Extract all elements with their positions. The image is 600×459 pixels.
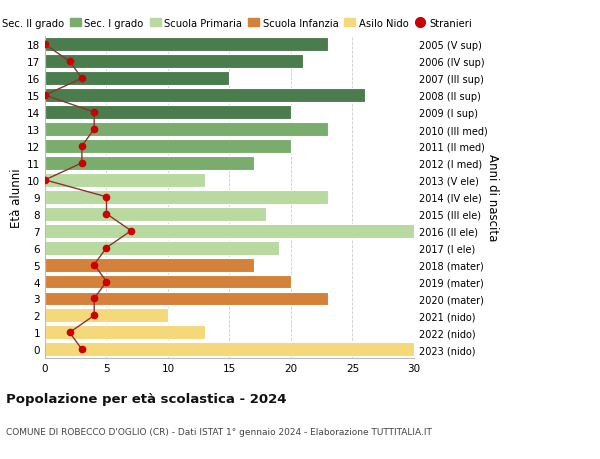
Text: Popolazione per età scolastica - 2024: Popolazione per età scolastica - 2024 <box>6 392 287 405</box>
Bar <box>45 106 291 120</box>
Bar <box>45 72 229 86</box>
Bar <box>45 224 414 238</box>
Bar <box>45 157 254 170</box>
Bar <box>45 258 254 272</box>
Bar <box>45 275 291 289</box>
Bar <box>45 326 205 340</box>
Legend: Sec. II grado, Sec. I grado, Scuola Primaria, Scuola Infanzia, Asilo Nido, Stran: Sec. II grado, Sec. I grado, Scuola Prim… <box>0 18 472 28</box>
Bar <box>45 207 266 221</box>
Bar <box>45 292 328 306</box>
Bar <box>45 55 303 69</box>
Bar <box>45 342 414 357</box>
Y-axis label: Età alunni: Età alunni <box>10 168 23 227</box>
Bar <box>45 309 168 323</box>
Text: COMUNE DI ROBECCO D'OGLIO (CR) - Dati ISTAT 1° gennaio 2024 - Elaborazione TUTTI: COMUNE DI ROBECCO D'OGLIO (CR) - Dati IS… <box>6 427 432 436</box>
Bar <box>45 241 278 255</box>
Bar <box>45 123 328 137</box>
Bar <box>45 38 328 52</box>
Y-axis label: Anni di nascita: Anni di nascita <box>486 154 499 241</box>
Bar <box>45 89 365 103</box>
Bar <box>45 190 328 204</box>
Bar <box>45 140 291 154</box>
Bar <box>45 174 205 187</box>
